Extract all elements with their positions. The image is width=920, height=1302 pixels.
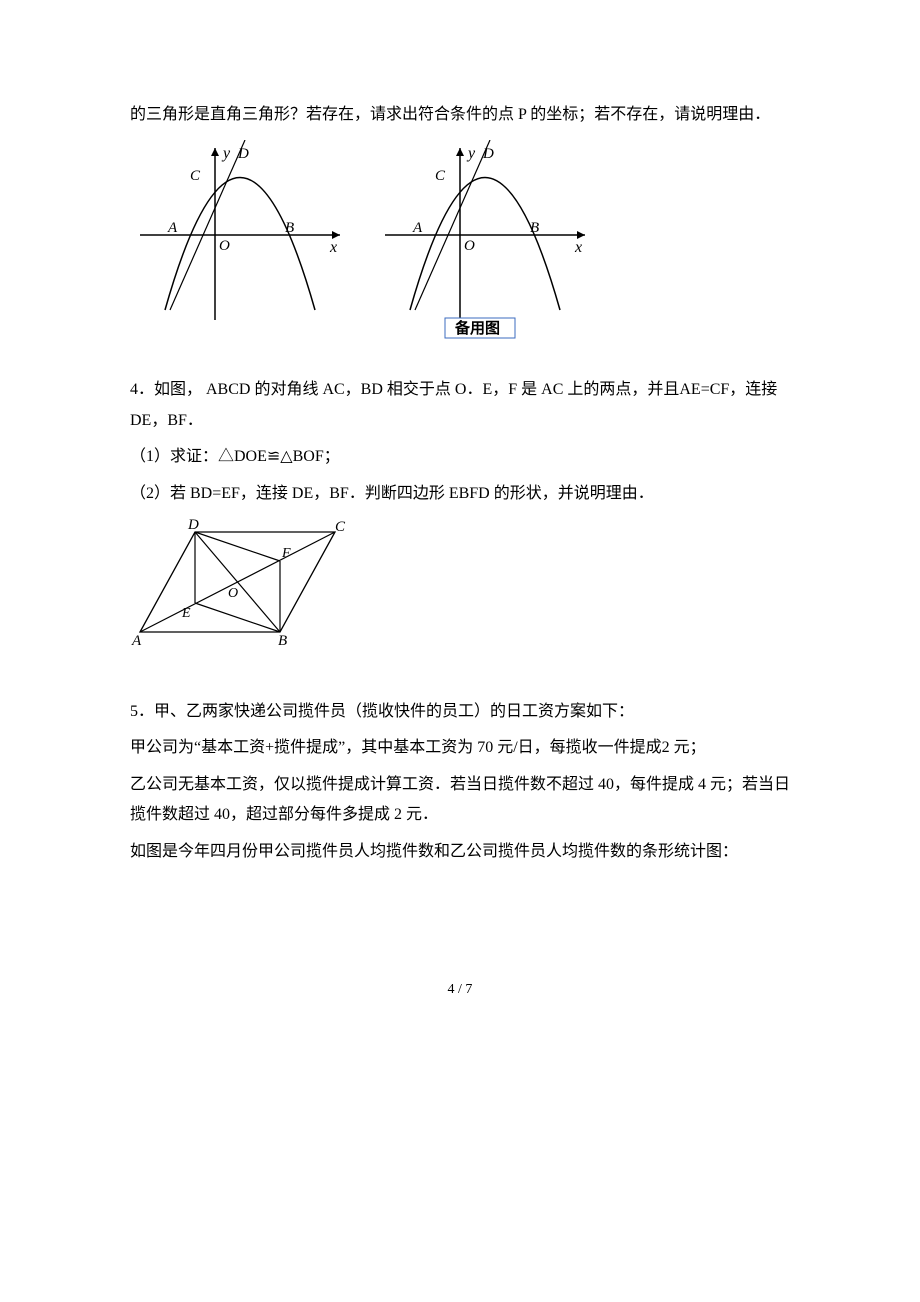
q4-part1: （1）求证：△DOE≌△BOF；	[130, 442, 790, 472]
q5-p2: 乙公司无基本工资，仅以揽件提成计算工资．若当日揽件数不超过 40，每件提成 4 …	[130, 770, 790, 831]
svg-text:A: A	[167, 220, 178, 236]
q4-figure: A B C D E F O	[130, 517, 350, 647]
svg-text:E: E	[181, 606, 191, 621]
svg-text:B: B	[530, 220, 539, 236]
svg-text:y: y	[221, 145, 231, 162]
svg-text:y: y	[466, 145, 476, 162]
svg-text:备用图: 备用图	[454, 319, 500, 337]
svg-text:A: A	[412, 220, 423, 236]
svg-text:C: C	[190, 168, 201, 184]
q3-figure-main: y x O A B C D	[130, 140, 355, 325]
q4-stem: 4．如图， ABCD 的对角线 AC，BD 相交于点 O．E，F 是 AC 上的…	[130, 375, 790, 436]
svg-text:D: D	[482, 146, 494, 162]
q3-figure-backup: y x O A B C D 备用图	[375, 140, 600, 325]
svg-text:x: x	[574, 239, 582, 256]
svg-text:F: F	[281, 546, 291, 561]
svg-text:O: O	[219, 238, 230, 254]
q4-part2: （2）若 BD=EF，连接 DE，BF．判断四边形 EBFD 的形状，并说明理由…	[130, 479, 790, 509]
svg-text:C: C	[435, 168, 446, 184]
svg-text:D: D	[187, 517, 199, 533]
q5-p1: 甲公司为“基本工资+揽件提成”，其中基本工资为 70 元/日，每揽收一件提成2 …	[130, 733, 790, 763]
svg-text:B: B	[285, 220, 294, 236]
q3-figure-row: y x O A B C D y x O A B C D 备用图	[130, 140, 790, 325]
q3-tail: 的三角形是直角三角形？若存在，请求出符合条件的点 P 的坐标；若不存在，请说明理…	[130, 100, 790, 130]
svg-text:x: x	[329, 239, 337, 256]
svg-text:A: A	[131, 633, 142, 647]
page-footer: 4 / 7	[130, 977, 790, 1004]
svg-text:C: C	[335, 519, 346, 535]
svg-text:O: O	[228, 586, 238, 601]
svg-text:B: B	[278, 633, 287, 647]
svg-text:O: O	[464, 238, 475, 254]
q5-stem: 5．甲、乙两家快递公司揽件员（揽收快件的员工）的日工资方案如下：	[130, 697, 790, 727]
svg-text:D: D	[237, 146, 249, 162]
q5-p3: 如图是今年四月份甲公司揽件员人均揽件数和乙公司揽件员人均揽件数的条形统计图：	[130, 837, 790, 867]
